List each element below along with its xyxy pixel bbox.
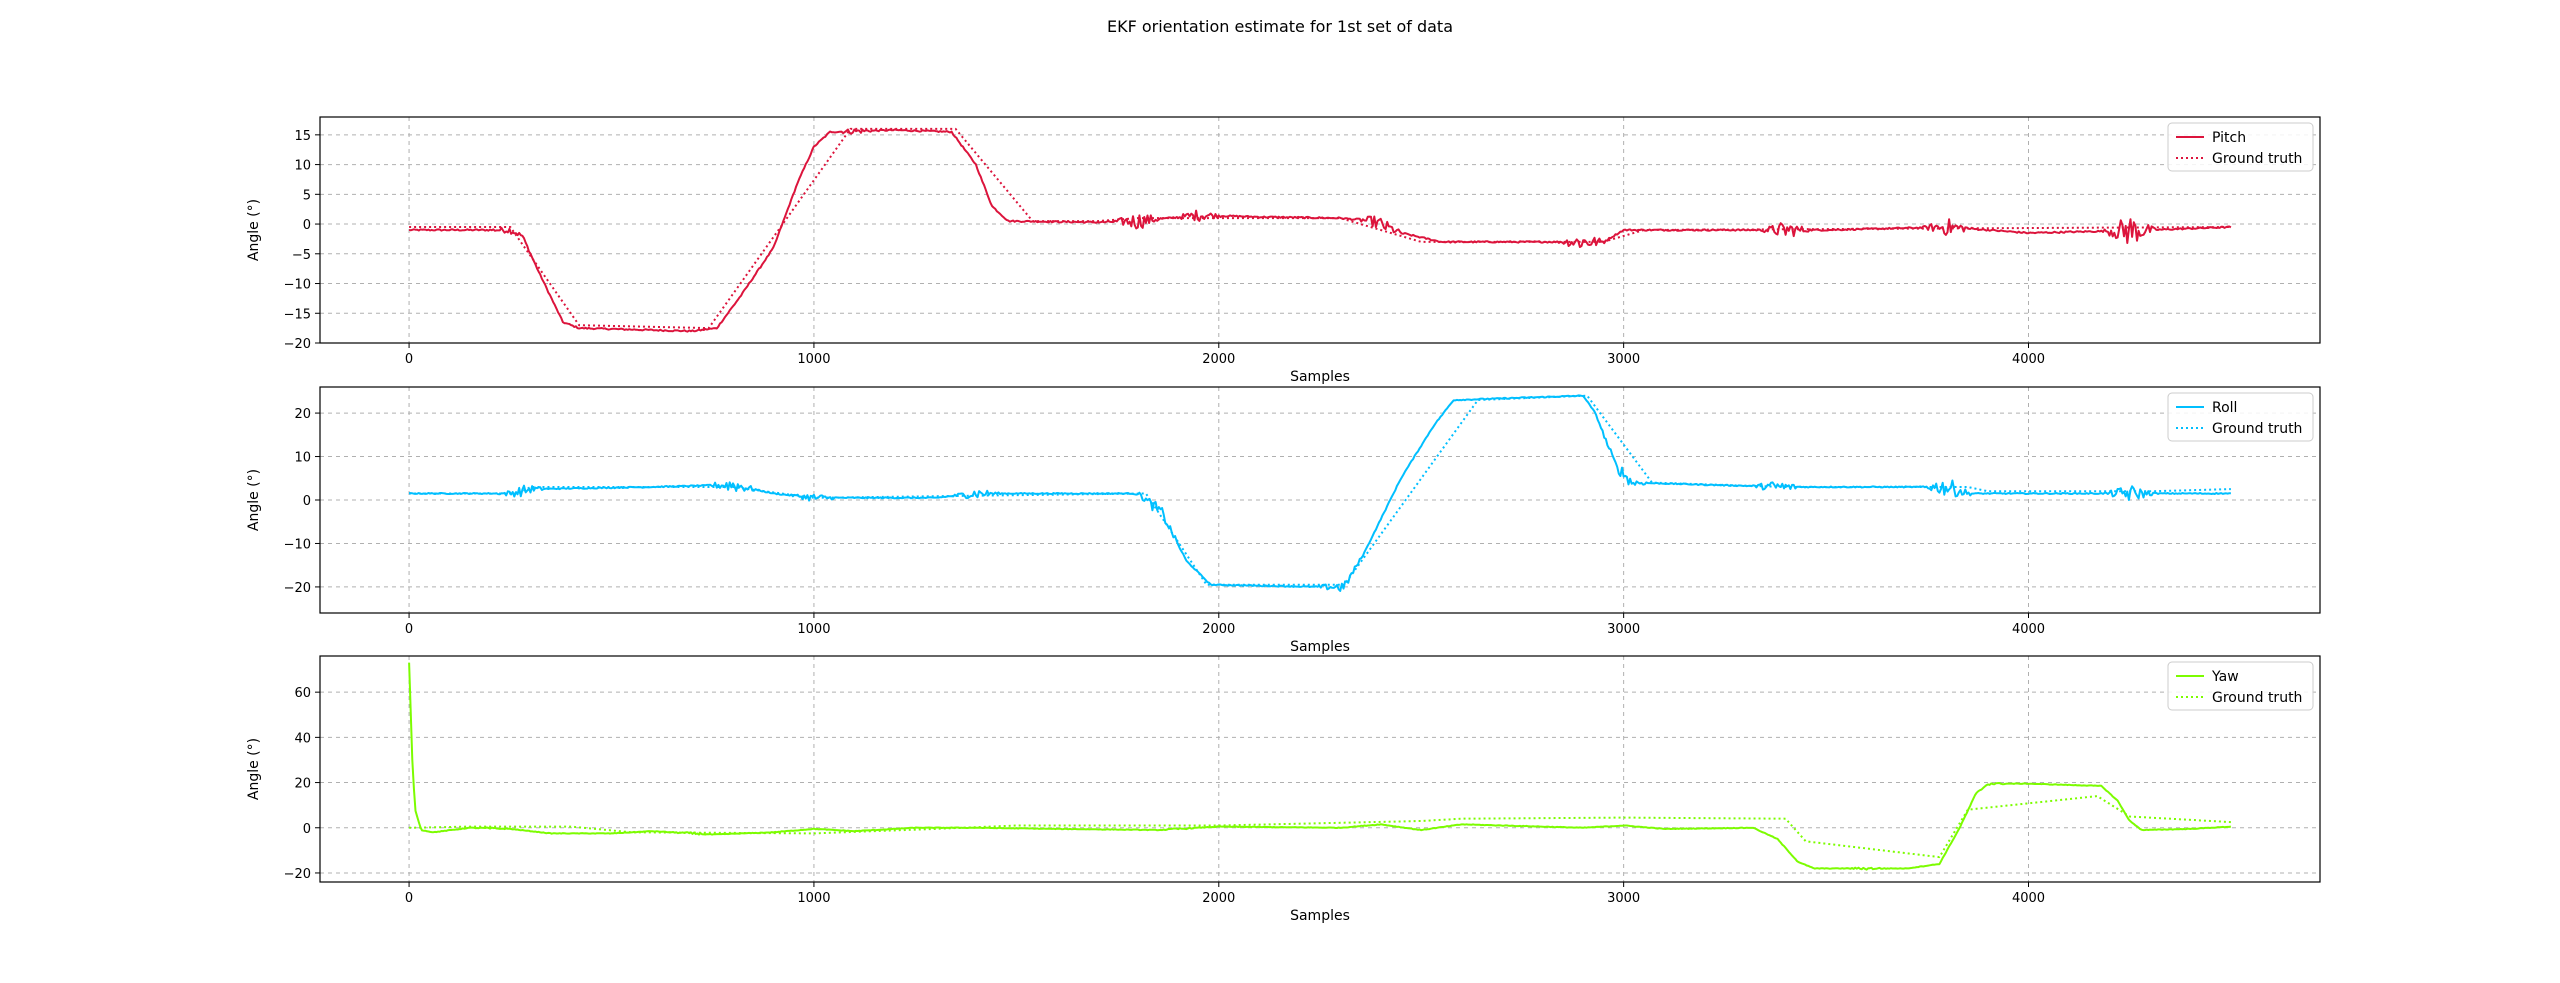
x-tick-label: 0	[405, 891, 413, 906]
axes-frame	[319, 116, 2321, 344]
y-tick-label: −10	[284, 537, 311, 552]
y-tick-label: 20	[294, 407, 311, 422]
y-tick-label: −20	[284, 867, 311, 882]
x-axis-label: Samples	[1290, 908, 1350, 924]
y-tick-label: 10	[294, 159, 311, 174]
subplot-2: 0 1000 2000 3000 4000 −20 −10 0 10 20 Samples Angle…	[246, 386, 2321, 655]
y-tick-label: −15	[284, 307, 311, 322]
series-line-pitch	[408, 128, 2232, 333]
y-tick-label: 15	[294, 129, 311, 144]
subplot-3: 0 1000 2000 3000 4000 −20 0 20 40 60 Samples Angle …	[246, 655, 2321, 924]
legend-box	[2167, 122, 2314, 172]
y-axis-label: Angle (°)	[246, 738, 262, 800]
y-tick-label: 0	[303, 822, 311, 837]
y-tick-label: −20	[284, 581, 311, 596]
subplot-1: 0 1000 2000 3000 4000 −20 −15 −10 −5 0 5 10 15 Sample…	[246, 116, 2321, 385]
x-axis-label: Samples	[1290, 639, 1350, 655]
y-tick-label: 0	[303, 218, 311, 233]
x-tick-label: 3000	[1607, 622, 1640, 637]
y-tick-label: 10	[294, 451, 311, 466]
legend-box	[2167, 661, 2314, 711]
x-tick-label: 4000	[2012, 622, 2045, 637]
legend-box	[2167, 392, 2314, 442]
legend: Yaw Ground truth	[2167, 661, 2314, 711]
x-tick-label: 4000	[2012, 352, 2045, 367]
x-tick-label: 2000	[1202, 891, 1235, 906]
x-tick-label: 1000	[797, 622, 830, 637]
legend-label: Roll	[2212, 400, 2237, 416]
y-tick-label: 0	[303, 494, 311, 509]
legend-label: Ground truth	[2212, 151, 2302, 167]
x-tick-label: 2000	[1202, 622, 1235, 637]
y-tick-label: −10	[284, 278, 311, 293]
legend: Pitch Ground truth	[2167, 122, 2314, 172]
legend-label: Ground truth	[2212, 421, 2302, 437]
y-tick-label: 20	[294, 777, 311, 792]
x-tick-label: 4000	[2012, 891, 2045, 906]
x-tick-label: 3000	[1607, 352, 1640, 367]
legend-label: Pitch	[2212, 130, 2246, 146]
axes-frame	[319, 655, 2321, 883]
figure-title: EKF orientation estimate for 1st set of …	[1106, 17, 1454, 36]
x-tick-label: 2000	[1202, 352, 1235, 367]
x-tick-label: 1000	[797, 352, 830, 367]
y-axis-label: Angle (°)	[246, 199, 262, 261]
legend: Roll Ground truth	[2167, 392, 2314, 442]
y-tick-label: −5	[292, 248, 311, 263]
x-tick-label: 1000	[797, 891, 830, 906]
series-line-yaw	[408, 662, 2232, 871]
series-line-roll	[409, 394, 2231, 592]
x-tick-label: 3000	[1607, 891, 1640, 906]
series-line-ground-truth	[409, 394, 2231, 586]
y-tick-label: −20	[284, 337, 311, 352]
y-axis-label: Angle (°)	[246, 469, 262, 531]
legend-label: Yaw	[2211, 669, 2239, 685]
y-tick-label: 40	[294, 731, 311, 746]
y-tick-label: 5	[303, 188, 311, 203]
x-tick-label: 0	[405, 622, 413, 637]
series-line-ground-truth	[409, 127, 2231, 330]
x-tick-label: 0	[405, 352, 413, 367]
legend-label: Ground truth	[2212, 690, 2302, 706]
x-axis-label: Samples	[1290, 369, 1350, 385]
y-tick-label: 60	[294, 686, 311, 701]
